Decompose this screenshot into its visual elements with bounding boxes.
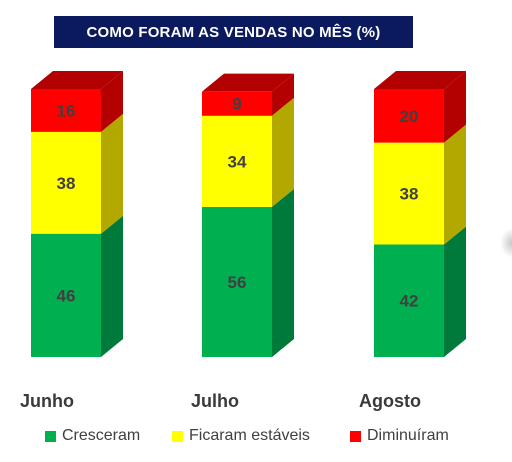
legend-label-cresceram: Cresceram xyxy=(62,427,141,444)
bar-segment-junho-1 xyxy=(31,131,101,234)
bar-side-junho-1 xyxy=(101,113,123,234)
category-label-junho: Junho xyxy=(20,391,74,411)
bar-side-julho-2 xyxy=(272,73,294,116)
legend-swatch-diminuiram xyxy=(350,430,361,442)
value-label-agosto-0: 42 xyxy=(400,292,419,311)
bar-side-julho-0 xyxy=(272,188,294,357)
category-label-agosto: Agosto xyxy=(359,391,421,411)
chart-title: COMO FORAM AS VENDAS NO MÊS (%) xyxy=(86,23,381,41)
bar-top-julho xyxy=(202,73,294,92)
chart-title-box: COMO FORAM AS VENDAS NO MÊS (%) xyxy=(54,16,413,48)
legend-label-estaveis: Ficaram estáveis xyxy=(189,427,310,444)
bar-segment-agosto-1 xyxy=(374,142,444,245)
bar-side-agosto-0 xyxy=(444,226,466,357)
value-label-julho-2: 9 xyxy=(232,95,241,114)
legend: Cresceram Ficaram estáveis Diminuíram xyxy=(0,427,512,449)
legend-swatch-cresceram xyxy=(45,430,56,442)
legend-swatch-estaveis xyxy=(172,430,183,442)
value-label-agosto-1: 38 xyxy=(400,185,419,204)
edge-shadow xyxy=(500,228,512,258)
bar-segment-agosto-0 xyxy=(374,244,444,357)
bar-side-agosto-2 xyxy=(444,71,466,143)
legend-item-diminuiram: Diminuíram xyxy=(350,427,449,445)
value-label-junho-1: 38 xyxy=(57,174,76,193)
value-label-junho-0: 46 xyxy=(57,286,76,305)
value-label-julho-1: 34 xyxy=(228,152,247,171)
bar-segment-junho-0 xyxy=(31,233,101,357)
bar-segment-julho-1 xyxy=(202,115,272,207)
bar-top-agosto xyxy=(374,71,466,89)
value-label-julho-0: 56 xyxy=(228,273,247,292)
bar-segment-julho-0 xyxy=(202,206,272,357)
bar-side-junho-0 xyxy=(101,215,123,357)
category-label-julho: Julho xyxy=(191,391,239,411)
value-label-junho-2: 16 xyxy=(57,101,76,120)
legend-label-diminuiram: Diminuíram xyxy=(367,427,449,444)
bar-side-julho-1 xyxy=(272,97,294,207)
bar-segment-julho-2 xyxy=(202,91,272,116)
legend-item-estaveis: Ficaram estáveis xyxy=(172,427,310,445)
bar-top-junho xyxy=(31,71,123,89)
bar-side-agosto-1 xyxy=(444,124,466,245)
bar-segment-agosto-2 xyxy=(374,89,444,143)
bar-segment-junho-2 xyxy=(31,89,101,132)
stacked-bar-chart: 46 38 16 Junho 56 34 9 Julho 42 38 20 Agosto xyxy=(20,71,466,411)
bar-side-junho-2 xyxy=(101,71,123,132)
value-label-agosto-2: 20 xyxy=(400,107,419,126)
legend-item-cresceram: Cresceram xyxy=(45,427,140,445)
